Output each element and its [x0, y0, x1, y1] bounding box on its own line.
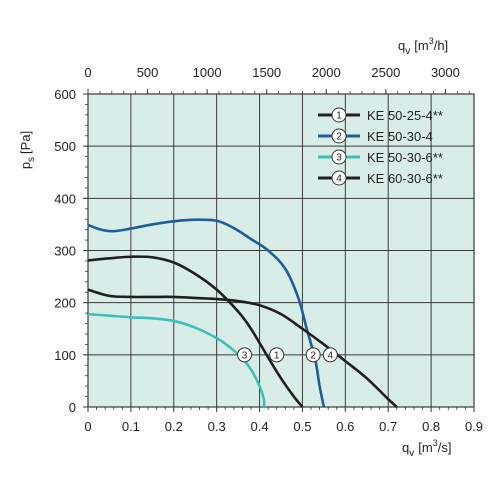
x-axis-title: qv [m3/s] — [402, 438, 451, 459]
y-tick-label: 400 — [54, 191, 76, 206]
legend-marker-4 — [331, 170, 347, 186]
x2-tick-label: 2000 — [312, 65, 341, 80]
x2-tick-label: 0 — [84, 65, 91, 80]
series-line-3 — [87, 312, 266, 408]
x2-axis-title: qv [m3/h] — [398, 36, 448, 57]
y-tick-label: 600 — [54, 87, 76, 102]
x-tick-label: 0.7 — [379, 419, 397, 434]
x-tick-label: 0.5 — [293, 419, 311, 434]
legend-marker-label: 4 — [336, 174, 342, 185]
x-tick-label: 0.6 — [336, 419, 354, 434]
x-tick-label: 0.1 — [122, 419, 140, 434]
legend-marker-2 — [331, 128, 347, 144]
y-tick-label: 0 — [69, 400, 76, 415]
y-axis-title-sub: s — [26, 157, 37, 162]
legend-label-4: KE 60-30-6** — [367, 171, 443, 186]
x2-tick-label: 500 — [137, 65, 159, 80]
tick-labels: 0 0.1 0.2 0.3 0.4 0.5 0.6 0.7 0.8 0.9010020030040… — [54, 65, 483, 434]
curve-marker-4 — [322, 347, 338, 363]
y-tick-label: 100 — [54, 348, 76, 363]
curve-marker-label: 1 — [274, 350, 280, 361]
curve-markers: 1 2 3 4 — [237, 347, 338, 363]
x2-tick-label: 1500 — [252, 65, 281, 80]
x-tick-label: 0.3 — [208, 419, 226, 434]
x-tick-label: 0.8 — [422, 419, 440, 434]
grid — [83, 89, 475, 412]
legend-marker-3 — [331, 149, 347, 165]
series-line-2 — [87, 218, 326, 408]
x2-tick-label: 2500 — [371, 65, 400, 80]
series-line-4 — [87, 288, 398, 408]
curve-marker-3 — [237, 347, 253, 363]
legend-label-1: KE 50-25-4** — [367, 108, 443, 123]
y-axis-title: ps[Pa] — [18, 131, 37, 169]
legend-marker-label: 3 — [336, 153, 342, 164]
y-tick-label: 200 — [54, 296, 76, 311]
series-lines — [87, 218, 398, 408]
plot-frame — [87, 93, 475, 408]
x-tick-label: 0.4 — [251, 419, 269, 434]
legend-marker-label: 1 — [336, 111, 342, 122]
x2-tick-label: 1000 — [193, 65, 222, 80]
x2-tick-label: 3000 — [431, 65, 460, 80]
x-tick-label: 0.9 — [465, 419, 483, 434]
x-tick-label: 0 — [84, 419, 91, 434]
legend-marker-label: 2 — [336, 132, 342, 143]
curve-marker-label: 2 — [310, 350, 316, 361]
legend-label-3: KE 50-30-6** — [367, 150, 443, 165]
curve-marker-label: 3 — [242, 350, 248, 361]
legend-label-2: KE 50-30-4 — [367, 129, 433, 144]
legend-marker-1 — [331, 107, 347, 123]
x-tick-label: 0.2 — [165, 419, 183, 434]
curve-marker-2 — [305, 347, 321, 363]
legend: 1 KE 50-25-4** 2 KE 50-30-4 3 KE 50-30-6** 4 KE… — [318, 107, 443, 186]
y-tick-label: 500 — [54, 139, 76, 154]
curve-marker-1 — [269, 347, 285, 363]
y-tick-label: 300 — [54, 244, 76, 259]
series-line-1 — [87, 255, 304, 408]
curve-marker-label: 4 — [328, 350, 334, 361]
